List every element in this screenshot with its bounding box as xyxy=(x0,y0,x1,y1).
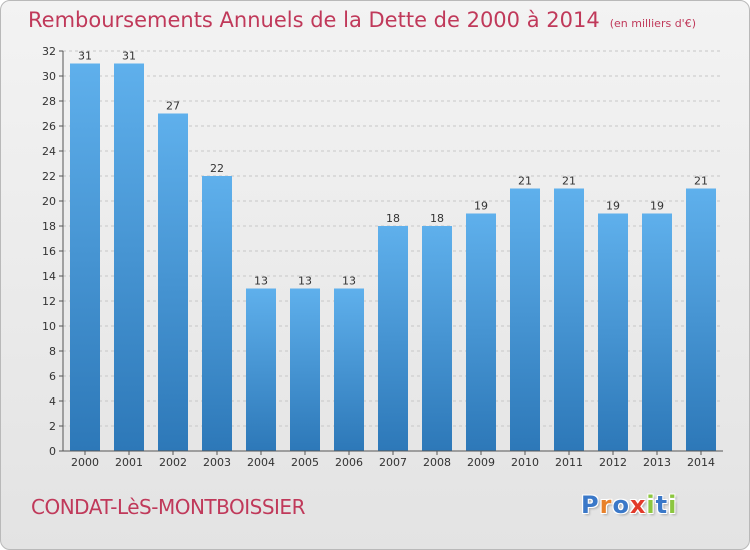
bar-2000 xyxy=(70,63,100,451)
place-name: CONDAT-LèS-MONTBOISSIER xyxy=(31,495,305,519)
data-label-2000: 31 xyxy=(78,50,92,63)
y-tick-label: 4 xyxy=(49,395,56,408)
logo-letter: i xyxy=(668,491,678,519)
x-tick-label-2002: 2002 xyxy=(159,456,187,469)
y-tick-label: 32 xyxy=(42,45,56,58)
x-tick-label-2007: 2007 xyxy=(379,456,407,469)
bar-2006 xyxy=(334,288,364,451)
y-tick-label: 28 xyxy=(42,95,56,108)
y-tick-label: 12 xyxy=(42,295,56,308)
x-tick-label-2004: 2004 xyxy=(247,456,275,469)
x-tick-label-2000: 2000 xyxy=(71,456,99,469)
logo-letter: x xyxy=(629,491,647,519)
bar-2004 xyxy=(246,288,276,451)
y-tick-label: 16 xyxy=(42,245,56,258)
y-tick-label: 26 xyxy=(42,120,56,133)
bar-2005 xyxy=(290,288,320,451)
bar-2012 xyxy=(598,213,628,451)
bar-2014 xyxy=(686,188,716,451)
data-label-2006: 13 xyxy=(342,275,356,288)
x-tick-label-2010: 2010 xyxy=(511,456,539,469)
y-tick-label: 2 xyxy=(49,420,56,433)
logo-letter: r xyxy=(599,491,613,519)
x-tick-label-2006: 2006 xyxy=(335,456,363,469)
bar-2009 xyxy=(466,213,496,451)
bars: 31 31 27 22 13 13 13 18 18 19 21 21 19 19 21 xyxy=(70,50,716,451)
y-tick-label: 0 xyxy=(49,445,56,458)
logo-letter: i xyxy=(646,491,656,519)
x-tick-label-2013: 2013 xyxy=(643,456,671,469)
y-tick-label: 6 xyxy=(49,370,56,383)
y-tick-label: 30 xyxy=(42,70,56,83)
logo-letter: o xyxy=(612,491,630,519)
bar-2011 xyxy=(554,188,584,451)
y-tick-label: 14 xyxy=(42,270,56,283)
x-tick-label-2009: 2009 xyxy=(467,456,495,469)
data-label-2012: 19 xyxy=(606,200,620,213)
logo-letter: t xyxy=(655,491,669,519)
chart-subtitle: (en milliers d'€) xyxy=(609,17,696,30)
bar-2003 xyxy=(202,176,232,451)
y-tick-label: 8 xyxy=(49,345,56,358)
data-label-2002: 27 xyxy=(166,100,180,113)
data-label-2007: 18 xyxy=(386,212,400,225)
bar-2002 xyxy=(158,113,188,451)
data-label-2003: 22 xyxy=(210,162,224,175)
chart-header: Remboursements Annuels de la Dette de 20… xyxy=(28,8,696,32)
y-tick-label: 18 xyxy=(42,220,56,233)
y-tick-label: 22 xyxy=(42,170,56,183)
data-label-2001: 31 xyxy=(122,50,136,63)
data-label-2008: 18 xyxy=(430,212,444,225)
bar-2007 xyxy=(378,226,408,451)
data-label-2013: 19 xyxy=(650,200,664,213)
data-label-2009: 19 xyxy=(474,200,488,213)
x-tick-label-2012: 2012 xyxy=(599,456,627,469)
x-tick-label-2001: 2001 xyxy=(115,456,143,469)
chart-title: Remboursements Annuels de la Dette de 20… xyxy=(28,8,600,32)
data-label-2011: 21 xyxy=(562,175,576,188)
bar-2001 xyxy=(114,63,144,451)
data-label-2010: 21 xyxy=(518,175,532,188)
bar-2008 xyxy=(422,226,452,451)
x-tick-label-2008: 2008 xyxy=(423,456,451,469)
bar-2010 xyxy=(510,188,540,451)
data-label-2005: 13 xyxy=(298,275,312,288)
proxiti-logo: Proxiti xyxy=(581,491,677,519)
y-tick-label: 10 xyxy=(42,320,56,333)
y-tick-label: 20 xyxy=(42,195,56,208)
x-tick-label-2003: 2003 xyxy=(203,456,231,469)
x-tick-label-2005: 2005 xyxy=(291,456,319,469)
x-tick-label-2011: 2011 xyxy=(555,456,583,469)
bar-2013 xyxy=(642,213,672,451)
data-label-2004: 13 xyxy=(254,275,268,288)
logo-letter: P xyxy=(581,491,600,519)
x-tick-label-2014: 2014 xyxy=(687,456,715,469)
data-label-2014: 21 xyxy=(694,175,708,188)
y-tick-label: 24 xyxy=(42,145,56,158)
